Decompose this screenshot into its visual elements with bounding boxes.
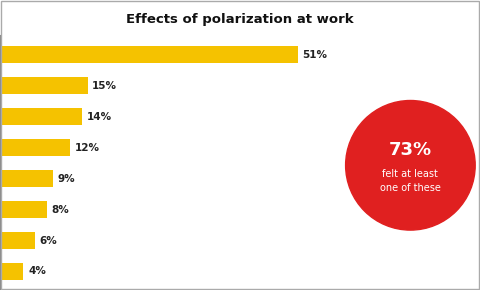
Text: 51%: 51%: [302, 50, 327, 60]
Text: 9%: 9%: [57, 174, 75, 184]
Bar: [0, 139, 70, 156]
Text: 14%: 14%: [86, 112, 111, 122]
Bar: [0, 46, 298, 64]
Text: 12%: 12%: [75, 143, 100, 153]
Text: 73%: 73%: [389, 141, 432, 159]
Bar: [0, 232, 35, 249]
Bar: [0, 77, 87, 94]
Text: felt at least
one of these: felt at least one of these: [380, 169, 441, 193]
Text: 15%: 15%: [92, 81, 117, 91]
Text: Effects of polarization at work: Effects of polarization at work: [126, 13, 354, 26]
Text: 8%: 8%: [51, 204, 69, 215]
Text: 6%: 6%: [40, 235, 58, 246]
Bar: [0, 201, 47, 218]
Text: 4%: 4%: [28, 267, 46, 276]
Bar: [0, 108, 82, 125]
Bar: [0, 170, 53, 187]
Bar: [0, 263, 24, 280]
